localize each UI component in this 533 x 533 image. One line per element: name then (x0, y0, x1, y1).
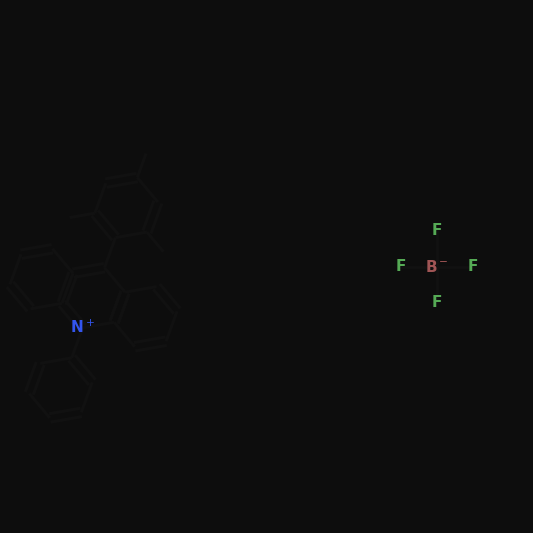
Text: F: F (468, 259, 479, 274)
Text: N$^+$: N$^+$ (70, 319, 95, 336)
Text: B$^-$: B$^-$ (425, 259, 449, 274)
Text: F: F (432, 295, 442, 310)
Text: F: F (432, 223, 442, 238)
Text: F: F (395, 259, 406, 274)
